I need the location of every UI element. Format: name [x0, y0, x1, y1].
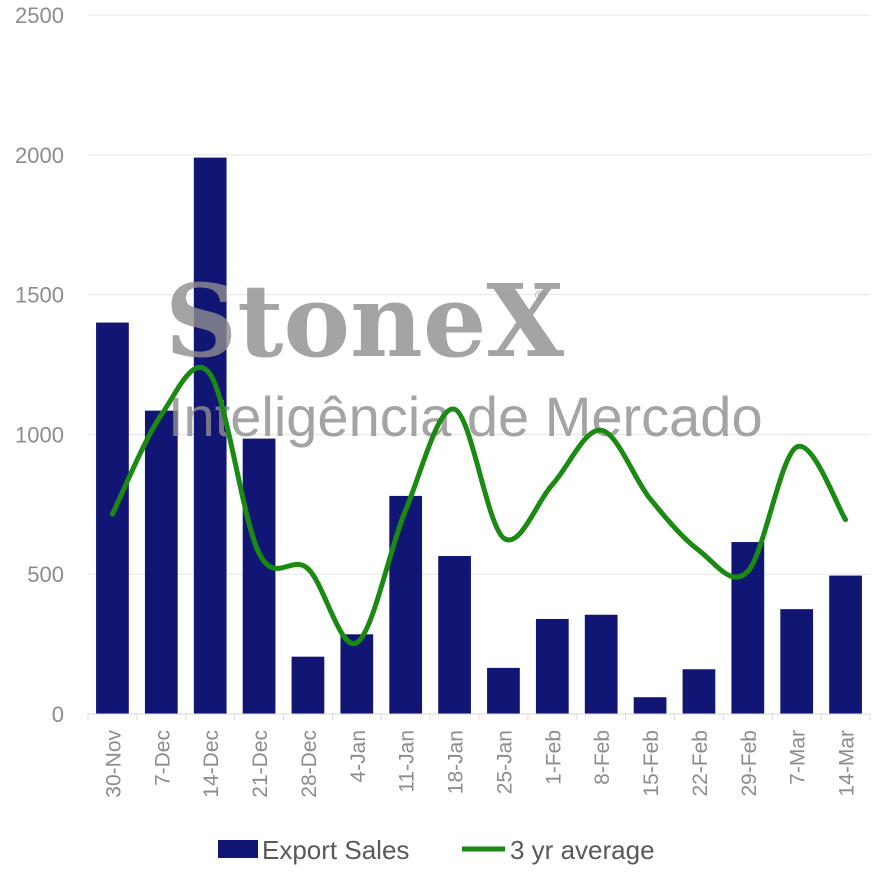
x-axis-ticks: 30-Nov 7-Dec 14-Dec 21-Dec 28-Dec 4-Jan 11-Jan… [87, 714, 871, 798]
x-tick-label: 1-Feb [542, 730, 565, 785]
x-tick-label: 7-Mar [787, 730, 810, 785]
watermark: StoneX ® Inteligência de Mercado [165, 262, 763, 448]
bar-30-Nov [96, 322, 129, 714]
x-tick-label: 8-Feb [591, 730, 614, 785]
bar-7-Mar [780, 609, 814, 714]
legend-export-sales-swatch [218, 840, 258, 858]
x-tick-label: 4-Jan [347, 730, 370, 783]
y-tick-label: 2000 [15, 143, 64, 168]
y-tick-label: 1000 [15, 422, 64, 447]
y-tick-label: 0 [52, 702, 64, 727]
x-tick-label: 25-Jan [493, 730, 516, 794]
x-tick-label: 30-Nov [102, 730, 125, 798]
three-yr-average-line [109, 365, 849, 647]
y-tick-label: 2500 [15, 3, 64, 28]
y-tick-label: 500 [27, 562, 64, 587]
x-tick-label: 14-Mar [836, 730, 859, 797]
x-tick-label: 18-Jan [445, 730, 468, 794]
bar-25-Jan [487, 667, 520, 714]
bar-7-Dec [144, 410, 178, 714]
x-tick-label: 11-Jan [396, 730, 419, 793]
y-axis-ticks: 0 500 1000 1500 2000 2500 [15, 3, 64, 727]
x-tick-label: 7-Dec [151, 730, 174, 786]
x-tick-label: 22-Feb [689, 730, 712, 797]
bar-21-Dec [242, 438, 276, 714]
bar-18-Jan [438, 556, 471, 714]
bar-8-Feb [584, 614, 618, 714]
y-tick-label: 1500 [15, 283, 64, 308]
bar-1-Feb [535, 618, 569, 714]
legend: Export Sales 3 yr average [218, 835, 655, 865]
bar-14-Mar [829, 575, 862, 714]
watermark-brand: StoneX [165, 262, 564, 380]
x-tick-label: 21-Dec [249, 730, 272, 798]
bar-22-Feb [682, 669, 716, 714]
x-tick-label: 15-Feb [640, 730, 663, 797]
bar-15-Feb [633, 697, 667, 714]
legend-3yr-average-label: 3 yr average [510, 835, 655, 865]
bar-28-Dec [291, 656, 325, 714]
x-tick-label: 29-Feb [738, 730, 761, 797]
watermark-subtitle: Inteligência de Mercado [168, 385, 763, 448]
bar-4-Jan [340, 634, 374, 714]
three-yr-average-series [109, 365, 849, 647]
legend-export-sales-label: Export Sales [262, 835, 409, 865]
watermark-registered: ® [535, 287, 546, 303]
x-tick-label: 28-Dec [298, 730, 321, 798]
x-tick-label: 14-Dec [200, 730, 223, 798]
bar-11-Jan [389, 495, 423, 714]
export-sales-bars [96, 157, 862, 714]
bar-14-Dec [193, 157, 227, 714]
